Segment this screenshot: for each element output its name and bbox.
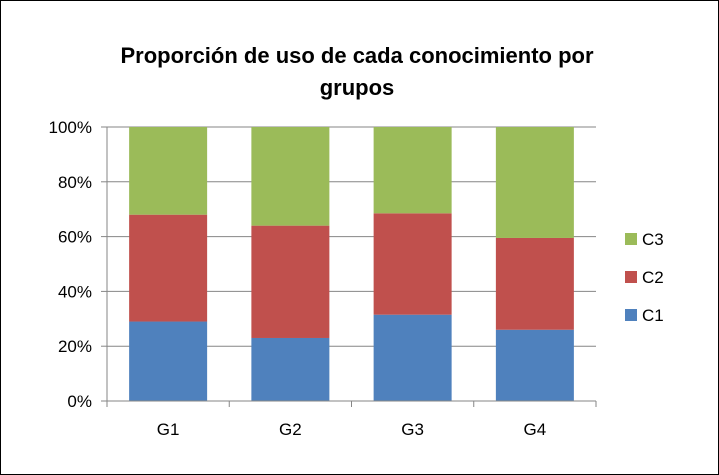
y-tick-labels: 0% 20% 40% 60% 80% 100% <box>49 118 92 411</box>
bar-c1-g1 <box>129 321 208 401</box>
legend-label-c2: C2 <box>642 268 664 287</box>
legend-swatch-c2 <box>625 271 637 283</box>
chart-title: Proporción de uso de cada conocimiento p… <box>120 43 594 100</box>
y-tick-label: 100% <box>49 118 92 137</box>
legend-swatch-c1 <box>625 309 637 321</box>
chart-title-line-1: Proporción de uso de cada conocimiento p… <box>120 43 594 68</box>
y-tick-label: 0% <box>67 392 92 411</box>
legend-label-c3: C3 <box>642 230 664 249</box>
bar-c3-g2 <box>251 127 330 226</box>
x-tick-label: G3 <box>401 420 424 439</box>
axes <box>106 127 597 407</box>
bar-c3-g1 <box>129 127 208 215</box>
x-tick-label: G1 <box>157 420 180 439</box>
x-tick-label: G4 <box>524 420 547 439</box>
legend: C3 C2 C1 <box>625 230 664 325</box>
bar-c2-g1 <box>129 214 208 322</box>
bar-c2-g3 <box>373 213 452 315</box>
chart-title-line-2: grupos <box>320 75 395 100</box>
y-tick-label: 80% <box>58 173 92 192</box>
bar-c1-g4 <box>495 329 574 401</box>
legend-label-c1: C1 <box>642 306 664 325</box>
y-tick-label: 60% <box>58 228 92 247</box>
bar-c2-g2 <box>251 225 330 338</box>
bar-c1-g2 <box>251 337 330 401</box>
bar-c1-g3 <box>373 314 452 401</box>
bar-c2-g4 <box>495 237 574 330</box>
legend-swatch-c3 <box>625 233 637 245</box>
y-tick-label: 20% <box>58 337 92 356</box>
bars <box>129 127 574 401</box>
x-tick-label: G2 <box>279 420 302 439</box>
bar-c3-g4 <box>495 127 574 238</box>
y-tick-label: 40% <box>58 282 92 301</box>
x-tick-labels: G1 G2 G3 G4 <box>157 420 546 439</box>
bar-c3-g3 <box>373 127 452 214</box>
